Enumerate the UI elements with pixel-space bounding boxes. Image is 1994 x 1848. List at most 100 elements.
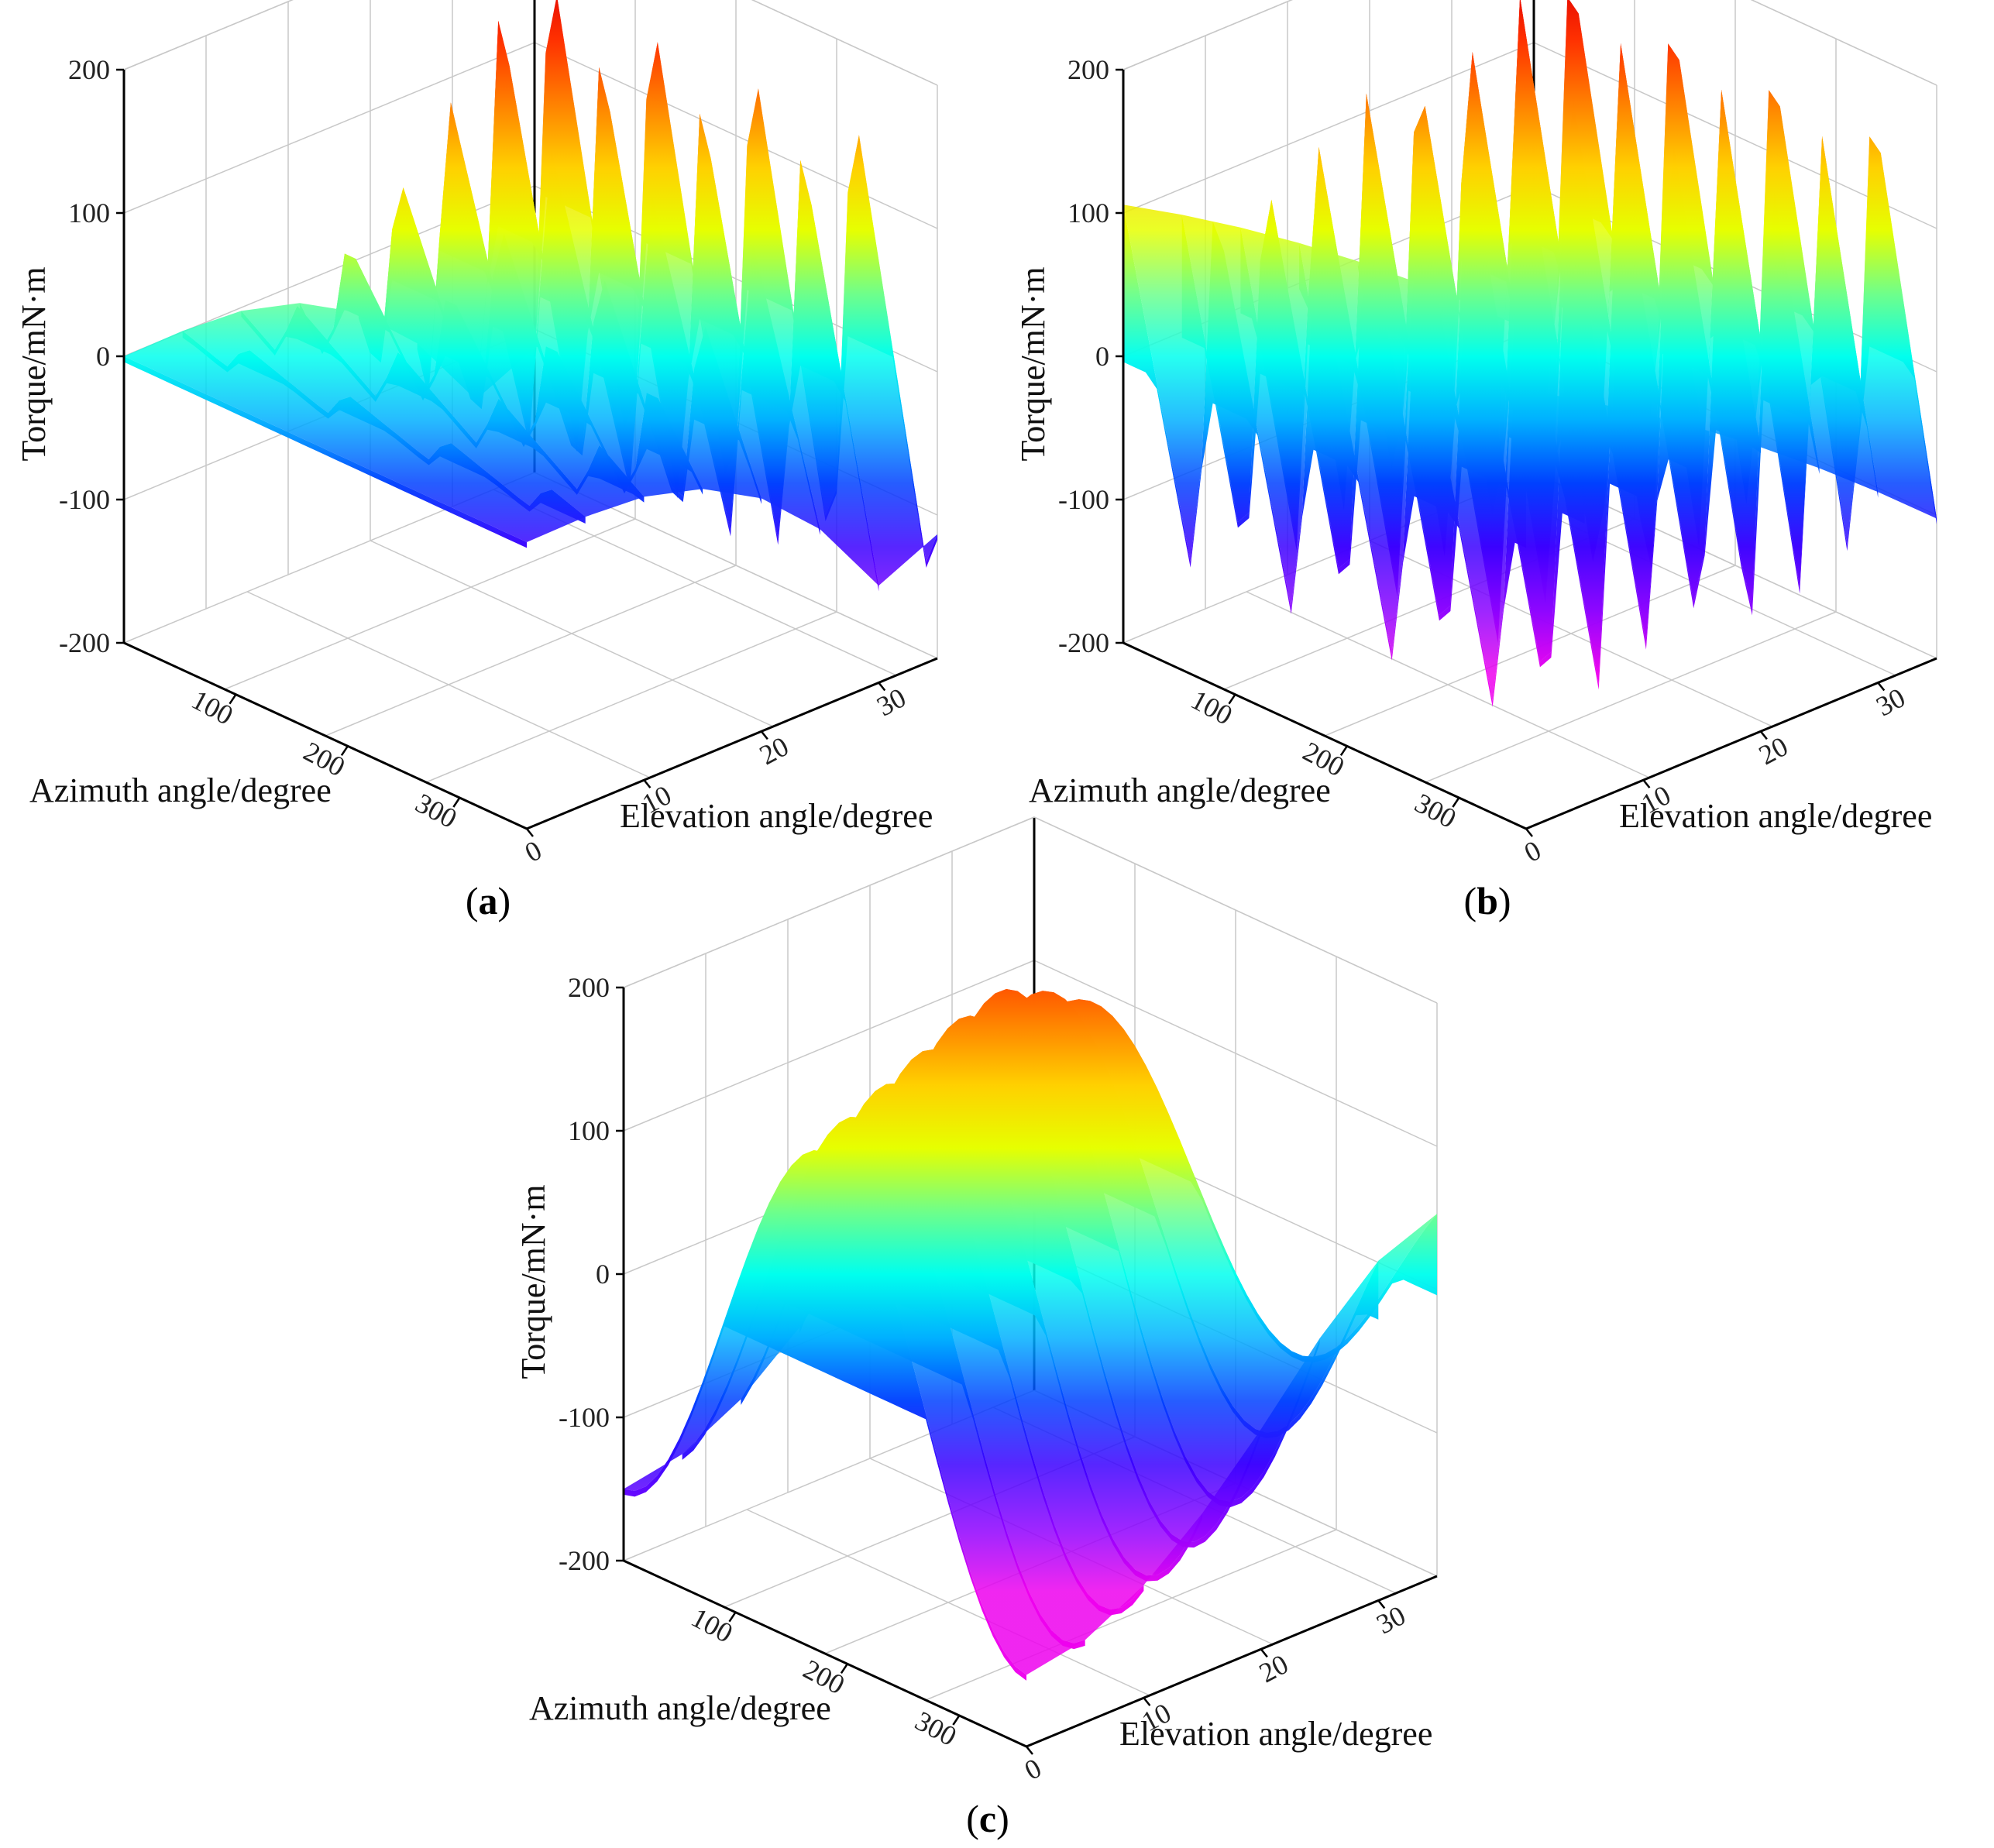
panel-a-surface-patch [182, 305, 645, 517]
panel-a-x-axis-title: Azimuth angle/degree [29, 771, 332, 809]
panel-c-surface-patch [858, 989, 1320, 1542]
panel-b-x-tick [1339, 745, 1348, 757]
panel-c-z-tick-label: 100 [568, 1115, 610, 1146]
panel-a-z-tick-label: -200 [59, 627, 110, 658]
panel-b-surface-patch [1416, 0, 1879, 610]
panel-a-surface-patch [300, 187, 762, 499]
panel-a-grid-line [425, 611, 837, 783]
panel-a-x-tick [340, 745, 349, 757]
panel-b-grid-line [1246, 591, 1650, 778]
panel-c-y-tick-label: 30 [1371, 1599, 1411, 1640]
panel-b-x-axis [1122, 641, 1527, 830]
panel-b-y-tick [1877, 682, 1886, 692]
panel-a-y-tick [878, 682, 886, 692]
panel-b-y-axis [1525, 657, 1937, 830]
panel-c-surface-patch [624, 1117, 1085, 1675]
panel-c-x-tick [840, 1663, 848, 1675]
panel-b-z-tick-label: 200 [1067, 54, 1109, 85]
panel-b-box-edge [1122, 0, 1293, 70]
panel-c-label: (c) [966, 1797, 1009, 1840]
panel-c-grid-line [746, 1509, 1150, 1696]
panel-b-y-tick-label: 30 [1871, 682, 1910, 722]
panel-b-grid-line [1425, 611, 1837, 783]
panel-a-grid-line [325, 565, 737, 737]
panel-c-grid-line [925, 1529, 1337, 1701]
panel-a-x-tick [229, 693, 237, 705]
panel-b-surface-patch [1123, 199, 1585, 702]
panel-a-box-edge [751, 0, 938, 86]
panel-c-z-tick-label: -200 [559, 1545, 610, 1576]
panel-b-x-axis-title: Azimuth angle/degree [1029, 771, 1331, 809]
panel-a-z-tick-label: 0 [96, 341, 110, 372]
panel-c-y-axis [1026, 1575, 1438, 1748]
panel-b-surface-slice [1123, 204, 1526, 707]
panel-a-surface-patch [358, 102, 820, 531]
panel-b-y-tick [1525, 828, 1533, 837]
panel-c-y-tick [1026, 1746, 1033, 1755]
panel-a-surface [124, 0, 937, 592]
panel-a-z-tick-label: 100 [68, 198, 110, 228]
panel-c-x-axis [623, 1559, 1027, 1748]
panel-a-grid-line [246, 591, 651, 778]
panel-a-y-tick-label: 20 [755, 730, 794, 771]
panel-c-y-tick [1377, 1599, 1386, 1609]
panel-a-grid-line [123, 0, 938, 86]
panel-c-grid-line [623, 816, 1438, 1004]
panel-a-y-axis-title: Elevation angle/degree [620, 797, 933, 835]
panel-c-z-tick-label: 200 [568, 972, 610, 1003]
panel-c-surface-patch [741, 1049, 1203, 1610]
panel-a-y-tick-label: 0 [520, 834, 547, 868]
panel-b-label: (b) [1463, 879, 1511, 922]
panel-a-x-tick [452, 797, 461, 808]
panel-b-z-tick-label: 100 [1067, 198, 1109, 228]
panel-a-z-tick-label: -100 [59, 484, 110, 515]
panel-c-x-axis-title: Azimuth angle/degree [529, 1689, 831, 1727]
panel-b-y-tick-label: 20 [1754, 730, 1793, 771]
panel-a-y-tick [526, 828, 534, 837]
panel-c-surface-slice [624, 1150, 1026, 1681]
panel-b-x-tick [1228, 693, 1236, 705]
panel-a-chart: 2001000-100-2001002003000102030Torque/mN… [15, 0, 938, 922]
panel-c-surface-patch [799, 1015, 1261, 1576]
panel-b-y-axis-title: Elevation angle/degree [1619, 797, 1932, 835]
panel-b-y-tick [1642, 779, 1651, 788]
panel-c-box-edge [1033, 816, 1438, 1004]
panel-b-z-tick-label: -200 [1058, 627, 1109, 658]
panel-a-surface-slice [124, 356, 527, 548]
panel-b-surface [1123, 0, 1937, 707]
panel-b-y-tick [1759, 730, 1768, 740]
panel-a-y-tick [760, 730, 768, 740]
panel-a-z-axis-title: Torque/mN·m [15, 266, 53, 461]
panel-a-grid-line [370, 540, 774, 727]
panel-c-x-tick [728, 1611, 737, 1623]
panel-b-x-tick [1452, 797, 1460, 808]
panel-b-box-edge [1750, 0, 1937, 86]
panel-a-z-tick-label: 200 [68, 54, 110, 85]
panel-b-z-tick-label: 0 [1095, 341, 1109, 372]
panel-a-y-tick [643, 779, 651, 788]
panel-c-y-tick-label: 20 [1254, 1648, 1294, 1688]
panel-c-surface [624, 989, 1437, 1681]
panel-b-grid-line [1223, 518, 1635, 690]
panel-b-grid-line [1324, 565, 1736, 737]
panel-c-surface-patch [916, 989, 1379, 1502]
panel-c-z-tick-label: 0 [596, 1259, 610, 1290]
panel-c-y-tick-label: 0 [1019, 1752, 1047, 1786]
panel-b-z-axis-title: Torque/mN·m [1014, 266, 1052, 461]
panel-a-y-axis [526, 657, 938, 830]
panel-c-y-axis-title: Elevation angle/degree [1119, 1715, 1432, 1753]
panel-c-box-edge [623, 816, 1035, 988]
panel-c-y-tick [1260, 1648, 1268, 1658]
panel-a-box-edge [123, 0, 294, 70]
panel-c-x-tick [952, 1715, 961, 1726]
panel-a-y-tick-label: 30 [872, 682, 911, 722]
panel-b-y-tick-label: 0 [1519, 834, 1546, 868]
panel-c-surface-patch [975, 991, 1437, 1433]
panel-c-chart: 2001000-100-2001002003000102030Torque/mN… [514, 816, 1438, 1840]
panel-b-chart: 2001000-100-2001002003000102030Torque/mN… [1014, 0, 1937, 922]
panel-c-z-axis-title: Torque/mN·m [514, 1184, 552, 1379]
panel-b-z-tick-label: -100 [1058, 484, 1109, 515]
panel-a-surface-patch [241, 253, 703, 497]
